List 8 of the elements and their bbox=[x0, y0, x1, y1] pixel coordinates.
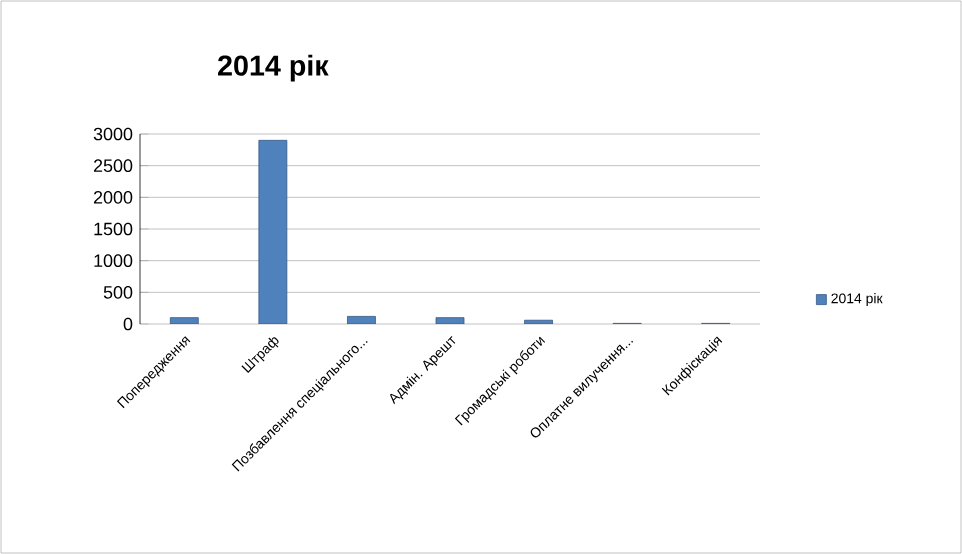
y-tick-label: 2000 bbox=[93, 190, 133, 204]
y-tick-label: 0 bbox=[123, 317, 133, 331]
y-tick-label: 500 bbox=[103, 285, 133, 299]
y-tick-label: 1500 bbox=[94, 222, 133, 236]
chart-title: 2014 рік bbox=[218, 54, 329, 82]
y-tick-label: 1000 bbox=[94, 254, 133, 268]
y-tick-label: 3000 bbox=[93, 127, 133, 141]
y-tick-label: 2500 bbox=[93, 159, 133, 173]
